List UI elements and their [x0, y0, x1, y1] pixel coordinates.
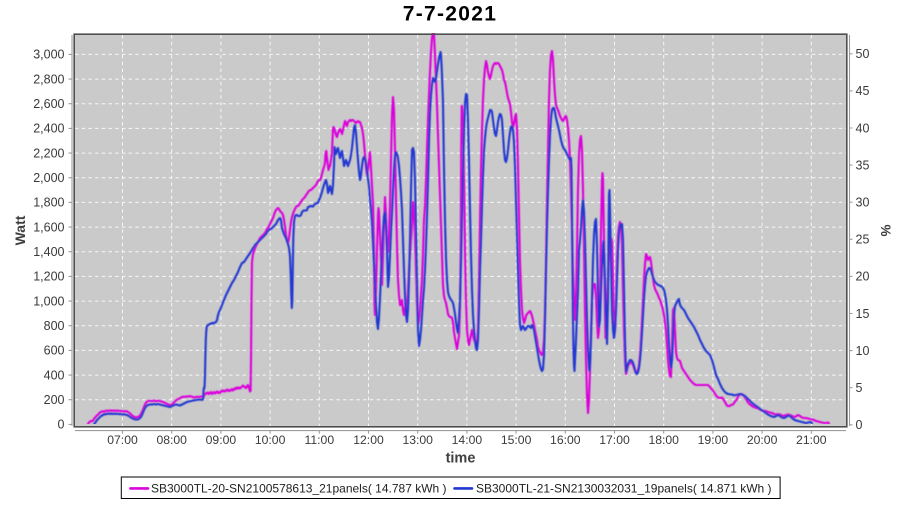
- svg-text:45: 45: [856, 84, 870, 98]
- svg-text:2,800: 2,800: [33, 72, 64, 86]
- svg-text:50: 50: [856, 47, 870, 61]
- svg-text:09:00: 09:00: [206, 433, 237, 447]
- svg-text:07:00: 07:00: [107, 433, 138, 447]
- svg-text:%: %: [878, 224, 893, 236]
- svg-text:200: 200: [44, 393, 65, 407]
- svg-text:5: 5: [856, 381, 863, 395]
- svg-text:20:00: 20:00: [747, 433, 778, 447]
- svg-text:400: 400: [44, 368, 65, 382]
- svg-text:13:00: 13:00: [402, 433, 433, 447]
- svg-text:Watt: Watt: [12, 215, 28, 245]
- svg-text:40: 40: [856, 121, 870, 135]
- svg-text:800: 800: [44, 319, 65, 333]
- svg-text:10:00: 10:00: [255, 433, 286, 447]
- svg-text:19:00: 19:00: [698, 433, 729, 447]
- svg-text:0: 0: [856, 418, 863, 432]
- svg-text:1,800: 1,800: [33, 196, 64, 210]
- svg-text:600: 600: [44, 344, 65, 358]
- svg-text:3,000: 3,000: [33, 48, 64, 62]
- svg-text:30: 30: [856, 196, 870, 210]
- svg-text:time: time: [446, 451, 476, 467]
- svg-text:25: 25: [856, 233, 870, 247]
- svg-text:20: 20: [856, 270, 870, 284]
- svg-text:2,200: 2,200: [33, 146, 64, 160]
- svg-text:15: 15: [856, 307, 870, 321]
- svg-text:1,000: 1,000: [33, 294, 64, 308]
- svg-text:2,400: 2,400: [33, 122, 64, 136]
- svg-text:SB3000TL-21-SN2130032031_19pan: SB3000TL-21-SN2130032031_19panels( 14.87…: [476, 481, 772, 495]
- svg-text:0: 0: [58, 418, 65, 432]
- svg-text:1,400: 1,400: [33, 245, 64, 259]
- svg-text:1,600: 1,600: [33, 220, 64, 234]
- svg-text:16:00: 16:00: [550, 433, 581, 447]
- svg-text:15:00: 15:00: [501, 433, 532, 447]
- svg-text:08:00: 08:00: [156, 433, 187, 447]
- svg-text:14:00: 14:00: [452, 433, 483, 447]
- svg-text:18:00: 18:00: [648, 433, 679, 447]
- svg-text:10: 10: [856, 344, 870, 358]
- svg-text:2,000: 2,000: [33, 171, 64, 185]
- svg-text:35: 35: [856, 158, 870, 172]
- svg-text:11:00: 11:00: [305, 433, 335, 447]
- svg-text:7-7-2021: 7-7-2021: [403, 3, 497, 26]
- svg-text:12:00: 12:00: [353, 433, 384, 447]
- svg-text:2,600: 2,600: [33, 97, 64, 111]
- svg-text:SB3000TL-20-SN2100578613_21pan: SB3000TL-20-SN2100578613_21panels( 14.78…: [151, 481, 447, 495]
- svg-text:21:00: 21:00: [796, 433, 827, 447]
- svg-text:1,200: 1,200: [33, 270, 64, 284]
- svg-text:17:00: 17:00: [599, 433, 630, 447]
